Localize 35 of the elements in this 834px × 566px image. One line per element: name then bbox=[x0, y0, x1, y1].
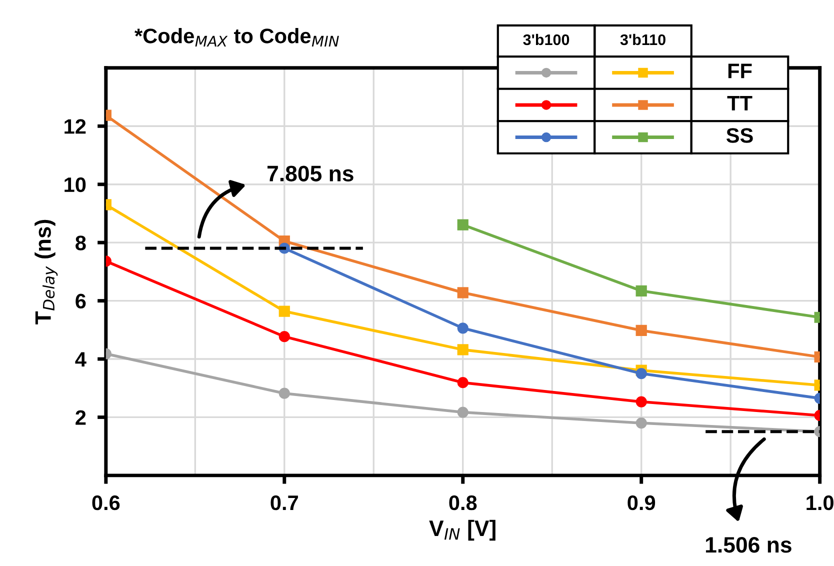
y-tick-label: 4 bbox=[75, 352, 86, 367]
y-tick-label: 10 bbox=[64, 177, 86, 192]
y-tick-label: 12 bbox=[64, 119, 86, 134]
point bbox=[457, 287, 468, 298]
point bbox=[636, 396, 647, 408]
point bbox=[278, 306, 290, 317]
x-tick-label: 0.7 bbox=[270, 495, 298, 510]
text: 3'b110 bbox=[620, 34, 666, 46]
y-tick-label: 8 bbox=[76, 236, 86, 250]
chart-title: *Code$_{MAX}$ to Code$_{MIN}$ bbox=[134, 28, 339, 47]
point bbox=[636, 285, 647, 296]
point bbox=[278, 388, 290, 399]
x-tick-label: 0.6 bbox=[92, 495, 120, 510]
point bbox=[457, 219, 468, 230]
legend-label: 7.805 ns bbox=[268, 166, 354, 182]
point bbox=[636, 417, 647, 429]
y-axis-title: T$_{Delay}$ (ns) bbox=[34, 220, 58, 324]
point bbox=[636, 368, 647, 380]
y-tick-label: 2 bbox=[76, 410, 86, 425]
point bbox=[457, 377, 468, 388]
x-axis-title: V$_{IN}$ [V] bbox=[429, 520, 496, 541]
annotation: FF bbox=[728, 64, 752, 78]
point bbox=[278, 331, 290, 342]
point bbox=[457, 406, 468, 418]
point bbox=[457, 344, 468, 356]
text: 3'b100 bbox=[523, 34, 570, 46]
point bbox=[636, 324, 647, 336]
annotation: TT bbox=[727, 96, 752, 110]
x-tick-label: 0.8 bbox=[449, 495, 477, 510]
x-tick-label: 0.9 bbox=[628, 495, 656, 510]
annotation: SS bbox=[726, 128, 753, 143]
ref-line-label: 1.506 ns bbox=[706, 536, 792, 553]
x-tick-label: 1.0 bbox=[806, 495, 834, 510]
point bbox=[457, 322, 468, 334]
y-tick-label: 6 bbox=[76, 294, 86, 309]
